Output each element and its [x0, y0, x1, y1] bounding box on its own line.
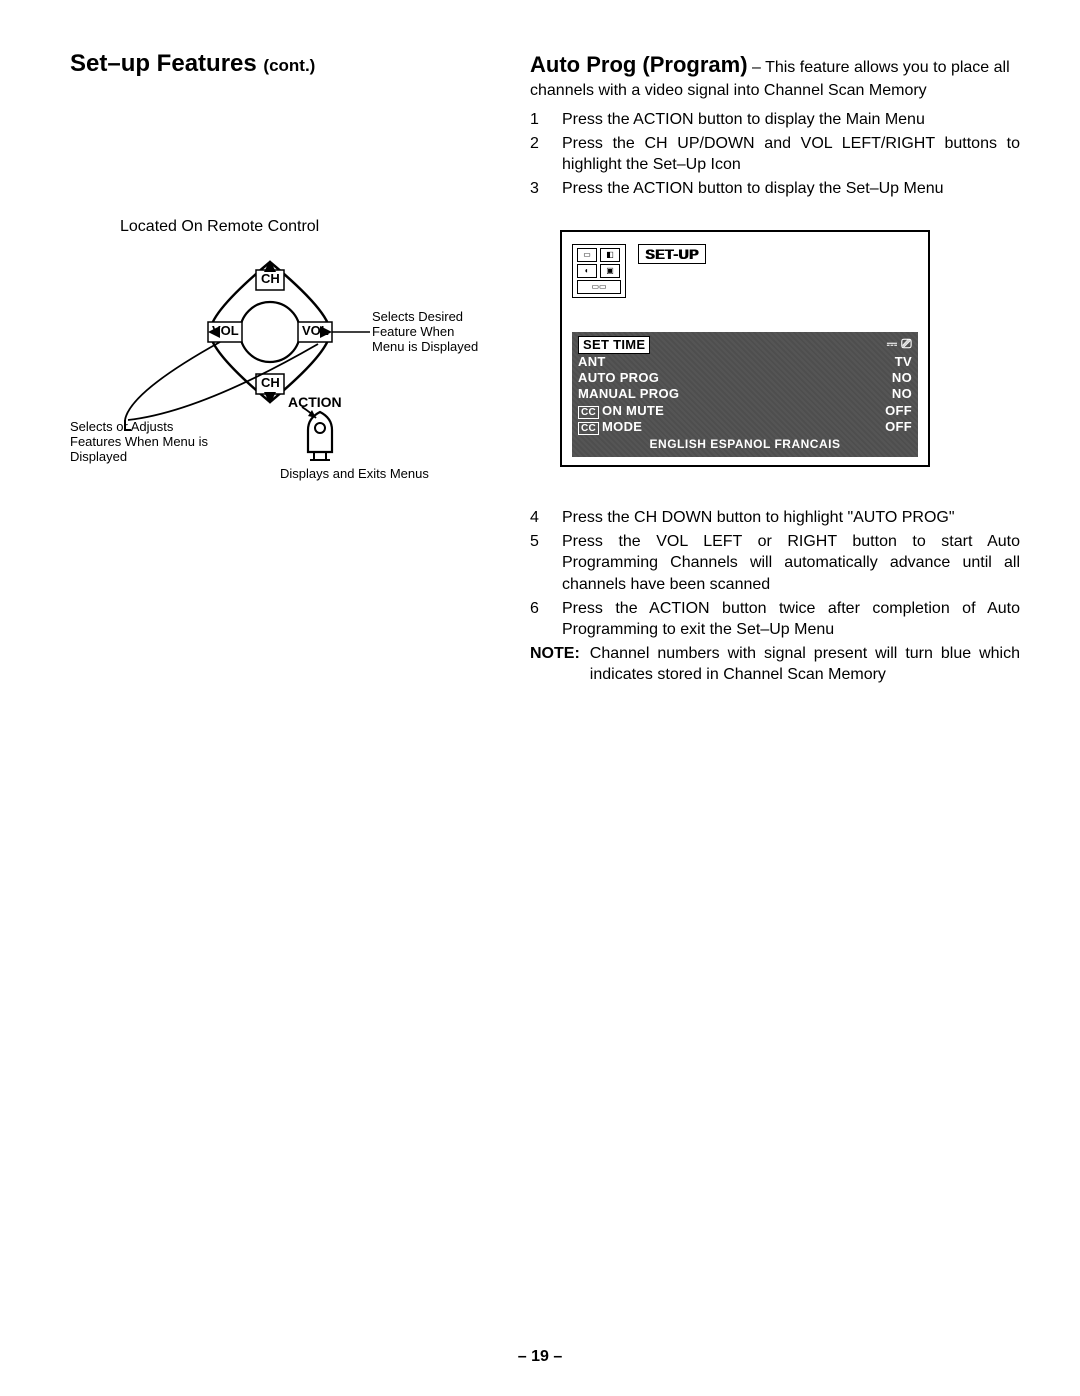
vol-left-label: VOL: [212, 324, 239, 339]
note-text: Channel numbers with signal present will…: [590, 643, 1020, 686]
osd-row: CCCC MODEMODE OFF: [578, 419, 912, 435]
step-number: 5: [530, 531, 548, 596]
osd-top-row: ▭ ◧ ◐ ▣ ▭▭ SET-UP: [572, 244, 918, 298]
osd-item-value: TV: [895, 354, 912, 370]
right-heading: Auto Prog (Program): [530, 52, 748, 77]
osd-screenshot: ▭ ◧ ◐ ▣ ▭▭ SET-UP SET TIME: [560, 230, 930, 468]
step-number: 2: [530, 133, 548, 176]
osd-item-label: SET TIME: [578, 336, 650, 354]
steps-group-b: 4 Press the CH DOWN button to highlight …: [530, 507, 1020, 641]
left-title: Set–up Features (cont.): [70, 50, 490, 78]
osd-mini-icon: ◧: [600, 248, 620, 262]
vol-right-label: VOL: [302, 324, 329, 339]
antenna-icon: ⎓ ⎚: [887, 336, 912, 351]
osd-mini-icon: ▭: [577, 248, 597, 262]
osd-item-label: AUTO PROG: [578, 370, 659, 386]
osd-item-value: OFF: [885, 403, 912, 419]
step-row: 5 Press the VOL LEFT or RIGHT button to …: [530, 531, 1020, 596]
osd-item-label: CCCC ON MUTEON MUTE: [578, 403, 664, 419]
osd-item-value: ⎓ ⎚: [887, 336, 912, 354]
remote-diagram: CH CH VOL VOL ACTION Selects Desired Fea…: [70, 242, 470, 502]
step-row: 3 Press the ACTION button to display the…: [530, 178, 1020, 200]
selects-adjusts-label: Selects or Adjusts Features When Menu is…: [70, 420, 210, 465]
step-number: 3: [530, 178, 548, 200]
step-number: 4: [530, 507, 548, 529]
step-text: Press the CH DOWN button to highlight "A…: [562, 507, 1020, 529]
osd-row: AUTO PROG NO: [578, 370, 912, 386]
osd-mini-icon: ▭▭: [577, 280, 621, 294]
osd-menu-list: SET TIME ⎓ ⎚ ANT TV AUTO PROG NO MANUAL …: [572, 332, 918, 458]
osd-setup-tag: SET-UP: [638, 244, 706, 264]
right-intro: Auto Prog (Program) – This feature allow…: [530, 50, 1020, 101]
step-row: 2 Press the CH UP/DOWN and VOL LEFT/RIGH…: [530, 133, 1020, 176]
left-title-text: Set–up Features: [70, 50, 257, 77]
step-text: Press the CH UP/DOWN and VOL LEFT/RIGHT …: [562, 133, 1020, 176]
step-row: 1 Press the ACTION button to display the…: [530, 109, 1020, 131]
remote-caption: Located On Remote Control: [120, 218, 490, 236]
step-number: 6: [530, 598, 548, 641]
ch-bottom-label: CH: [261, 376, 280, 391]
osd-mini-icon: ◐: [577, 264, 597, 278]
osd-row: MANUAL PROG NO: [578, 386, 912, 402]
osd-mini-icon: ▣: [600, 264, 620, 278]
osd-icon-grid: ▭ ◧ ◐ ▣ ▭▭: [572, 244, 626, 298]
step-number: 1: [530, 109, 548, 131]
step-text: Press the ACTION button twice after comp…: [562, 598, 1020, 641]
note-row: NOTE: Channel numbers with signal presen…: [530, 643, 1020, 686]
left-column: Set–up Features (cont.) Located On Remot…: [70, 50, 490, 686]
left-title-suffix: (cont.): [263, 56, 315, 75]
osd-language-row: ENGLISH ESPANOL FRANCAIS: [578, 437, 912, 451]
step-text: Press the VOL LEFT or RIGHT button to st…: [562, 531, 1020, 596]
osd-item-label: MANUAL PROG: [578, 386, 679, 402]
step-text: Press the ACTION button to display the M…: [562, 109, 1020, 131]
page-number: – 19 –: [0, 1348, 1080, 1366]
step-text: Press the ACTION button to display the S…: [562, 178, 1020, 200]
osd-row: ANT TV: [578, 354, 912, 370]
right-column: Auto Prog (Program) – This feature allow…: [530, 50, 1020, 686]
step-row: 4 Press the CH DOWN button to highlight …: [530, 507, 1020, 529]
osd-row: CCCC ON MUTEON MUTE OFF: [578, 403, 912, 419]
ch-top-label: CH: [261, 272, 280, 287]
osd-item-label: ANT: [578, 354, 606, 370]
note-label: NOTE:: [530, 643, 580, 686]
osd-item-value: OFF: [885, 419, 912, 435]
osd-row: SET TIME ⎓ ⎚: [578, 336, 912, 354]
action-label: ACTION: [288, 394, 342, 410]
osd-item-label: CCCC MODEMODE: [578, 419, 642, 435]
step-row: 6 Press the ACTION button twice after co…: [530, 598, 1020, 641]
osd-item-value: NO: [892, 386, 912, 402]
steps-group-a: 1 Press the ACTION button to display the…: [530, 109, 1020, 199]
displays-exits-label: Displays and Exits Menus: [280, 467, 460, 482]
selects-desired-label: Selects Desired Feature When Menu is Dis…: [372, 310, 482, 355]
osd-item-value: NO: [892, 370, 912, 386]
